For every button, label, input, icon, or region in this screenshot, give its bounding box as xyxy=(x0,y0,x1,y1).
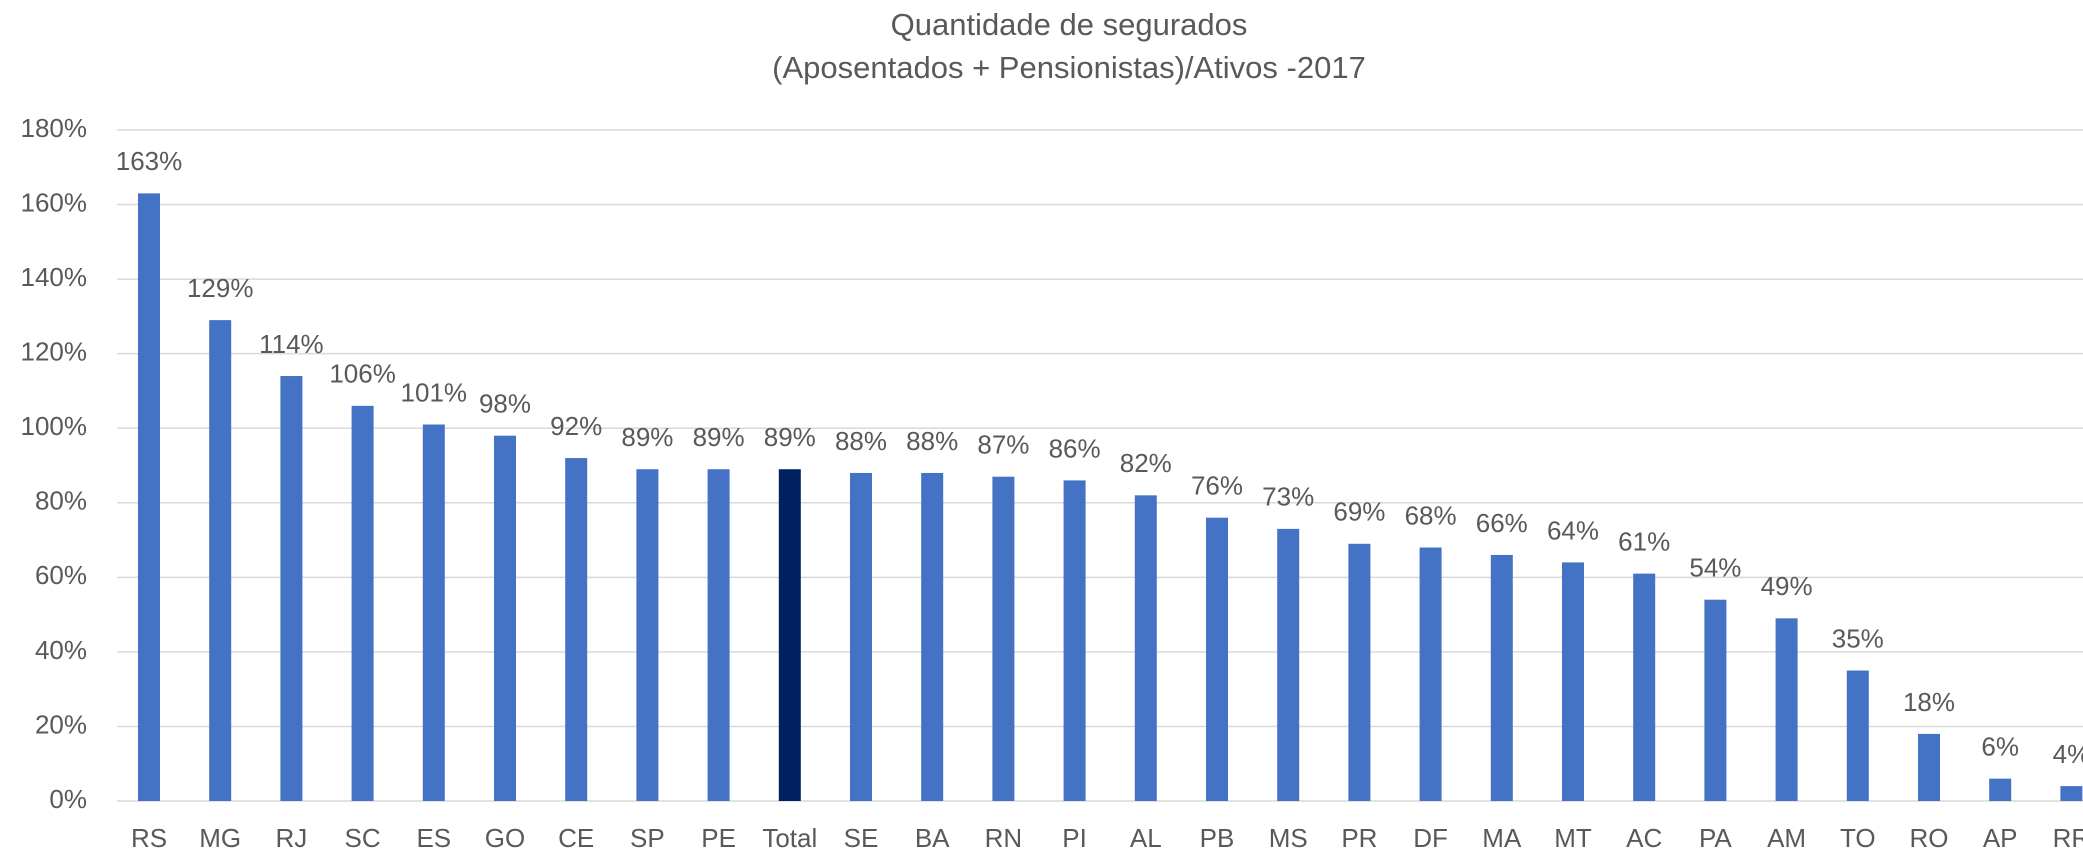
y-tick-label: 120% xyxy=(21,337,88,367)
y-tick-label: 160% xyxy=(21,187,88,217)
x-tick-label: AL xyxy=(1130,823,1162,853)
bar xyxy=(1063,480,1086,801)
chart-subtitle: (Aposentados + Pensionistas)/Ativos -201… xyxy=(772,50,1366,85)
value-label: 35% xyxy=(1832,623,1884,653)
x-tick-label: SE xyxy=(844,823,879,853)
bar xyxy=(1989,778,2012,801)
x-tick-label: Total xyxy=(762,823,817,853)
bar xyxy=(1134,495,1157,801)
x-tick-label: SP xyxy=(630,823,665,853)
bar xyxy=(1918,733,1940,801)
y-tick-label: 180% xyxy=(21,113,88,143)
x-tick-label: MA xyxy=(1482,823,1522,853)
value-label: 89% xyxy=(621,422,673,452)
y-tick-label: 60% xyxy=(35,560,87,590)
bar xyxy=(280,376,303,801)
bar xyxy=(422,424,445,801)
x-tick-label: PA xyxy=(1699,823,1732,853)
y-tick-label: 40% xyxy=(35,635,87,665)
bar xyxy=(636,469,659,801)
bar xyxy=(1206,517,1228,801)
bar xyxy=(1562,562,1584,801)
y-tick-label: 20% xyxy=(35,709,87,739)
value-label: 61% xyxy=(1618,526,1670,556)
x-tick-label: RS xyxy=(131,823,167,853)
bar xyxy=(992,476,1015,801)
x-tick-label: DF xyxy=(1413,823,1448,853)
chart-title: Quantidade de segurados xyxy=(891,7,1248,42)
value-label: 98% xyxy=(479,389,531,419)
value-label: 68% xyxy=(1405,500,1457,530)
value-label: 114% xyxy=(259,329,324,359)
bar xyxy=(351,405,374,801)
bar xyxy=(1348,543,1371,801)
y-tick-label: 0% xyxy=(49,784,87,814)
value-label: 92% xyxy=(550,411,602,441)
x-tick-label: AC xyxy=(1626,823,1662,853)
value-label: 163% xyxy=(116,146,183,176)
value-label: 86% xyxy=(1049,433,1101,463)
x-tick-label: MS xyxy=(1269,823,1308,853)
value-label: 64% xyxy=(1547,515,1599,545)
value-label: 49% xyxy=(1761,571,1813,601)
value-label: 89% xyxy=(764,422,816,452)
bar xyxy=(1490,554,1513,801)
x-tick-label: AP xyxy=(1983,823,2018,853)
x-tick-label: SC xyxy=(345,823,381,853)
bar xyxy=(778,469,801,801)
x-tick-label: PR xyxy=(1341,823,1377,853)
x-tick-label: GO xyxy=(485,823,525,853)
bar xyxy=(1277,528,1300,801)
bar xyxy=(494,435,516,801)
value-label: 54% xyxy=(1689,553,1741,583)
bar xyxy=(921,472,944,801)
bar xyxy=(1846,670,1869,801)
x-tick-label: PE xyxy=(701,823,736,853)
bar xyxy=(1704,599,1727,801)
x-tick-label: RO xyxy=(1910,823,1949,853)
bar xyxy=(1775,618,1798,801)
value-label: 73% xyxy=(1262,482,1314,512)
y-tick-label: 100% xyxy=(21,411,88,441)
x-tick-label: MT xyxy=(1554,823,1592,853)
x-tick-label: TO xyxy=(1840,823,1876,853)
bar xyxy=(850,472,872,801)
value-label: 87% xyxy=(977,430,1029,460)
y-tick-label: 140% xyxy=(21,262,88,292)
value-label: 18% xyxy=(1903,687,1955,717)
x-tick-label: PI xyxy=(1062,823,1087,853)
value-label: 88% xyxy=(906,426,958,456)
x-tick-label: PB xyxy=(1200,823,1235,853)
x-tick-label: ES xyxy=(416,823,451,853)
x-tick-label: RJ xyxy=(276,823,308,853)
value-label: 82% xyxy=(1120,448,1172,478)
value-label: 69% xyxy=(1333,497,1385,527)
bar xyxy=(2060,786,2083,801)
value-label: 106% xyxy=(329,359,396,389)
value-label: 89% xyxy=(693,422,745,452)
value-label: 6% xyxy=(1981,732,2019,762)
x-tick-label: MG xyxy=(199,823,241,853)
value-label: 76% xyxy=(1191,471,1243,501)
value-label: 88% xyxy=(835,426,887,456)
bar xyxy=(565,458,588,801)
bar xyxy=(707,469,730,801)
x-tick-label: RN xyxy=(985,823,1023,853)
value-label: 101% xyxy=(401,377,468,407)
bar xyxy=(138,193,160,802)
bar xyxy=(1419,547,1442,801)
bar xyxy=(1633,573,1656,801)
y-tick-label: 80% xyxy=(35,486,87,516)
x-tick-label: BA xyxy=(915,823,950,853)
x-tick-label: AM xyxy=(1767,823,1806,853)
x-tick-label: RR xyxy=(2053,823,2083,853)
value-label: 66% xyxy=(1476,508,1528,538)
value-label: 129% xyxy=(187,273,254,303)
bar xyxy=(209,320,232,801)
x-tick-label: CE xyxy=(558,823,594,853)
value-label: 4% xyxy=(2053,739,2083,769)
